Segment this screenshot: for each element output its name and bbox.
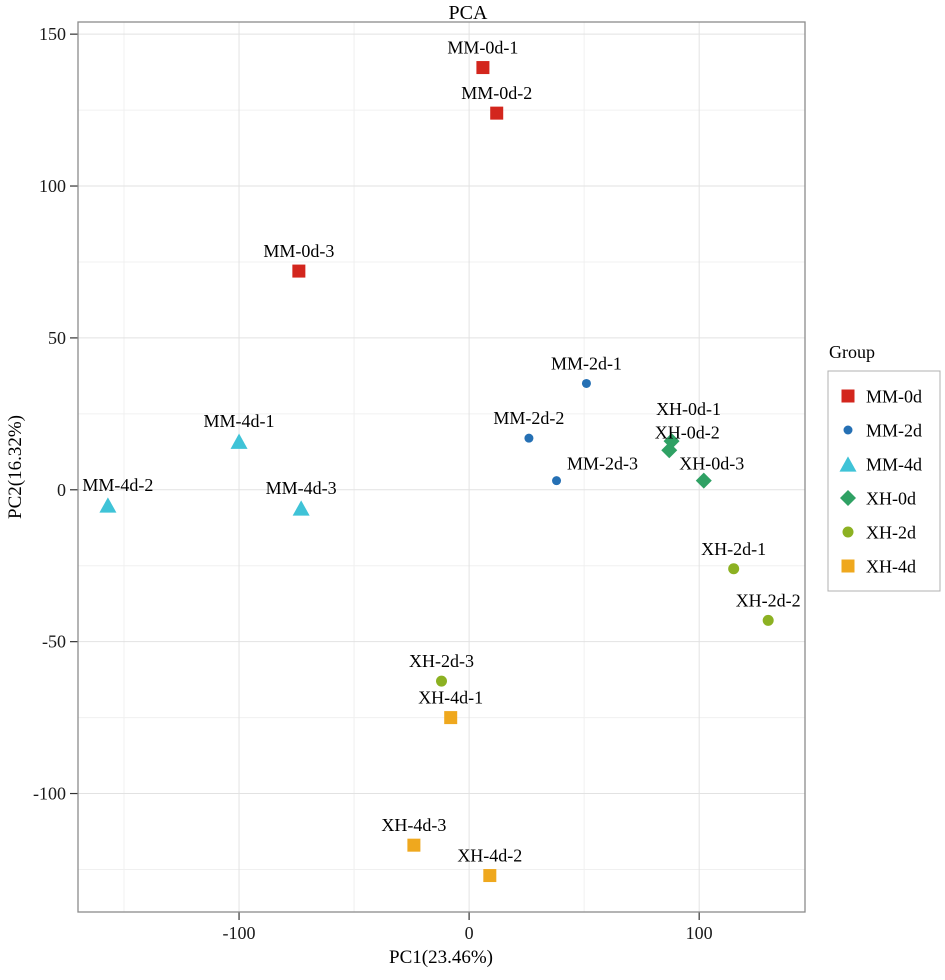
legend-title: Group	[829, 342, 875, 362]
point-XH-0d-3	[695, 472, 712, 489]
y-tick-label: 50	[48, 328, 66, 348]
point-MM-4d-3	[292, 500, 310, 516]
gridlines-minor	[78, 22, 805, 912]
point-label-XH-4d-1: XH-4d-1	[418, 688, 483, 708]
point-XH-2d-1	[728, 563, 740, 575]
legend-label-XH-4d: XH-4d	[866, 557, 916, 577]
point-label-MM-2d-1: MM-2d-1	[551, 353, 622, 373]
y-tick-label: 150	[39, 24, 66, 44]
point-label-MM-0d-1: MM-0d-1	[447, 38, 518, 58]
legend-marker-XH-4d	[841, 559, 855, 573]
legend-label-MM-2d: MM-2d	[866, 421, 922, 441]
legend-label-MM-4d: MM-4d	[866, 455, 922, 475]
data-points-layer: MM-0d-1 MM-0d-2 MM-0d-3 MM-2d-1 MM-2d-2 MM-2d…	[82, 38, 801, 883]
point-label-MM-0d-3: MM-0d-3	[263, 241, 334, 261]
legend-label-XH-0d: XH-0d	[866, 489, 916, 509]
point-label-MM-4d-1: MM-4d-1	[204, 411, 275, 431]
x-tick-label: 100	[686, 923, 713, 943]
point-label-XH-2d-2: XH-2d-2	[736, 590, 801, 610]
y-tick-label: -50	[42, 632, 66, 652]
x-axis-title: PC1(23.46%)	[389, 947, 493, 968]
point-label-XH-2d-1: XH-2d-1	[701, 539, 766, 559]
point-label-MM-2d-3: MM-2d-3	[567, 454, 638, 474]
point-label-XH-0d-3: XH-0d-3	[679, 454, 744, 474]
legend-item-XH-2d: XH-2d	[842, 523, 916, 543]
legend-item-MM-0d: MM-0d	[841, 387, 922, 407]
point-XH-4d-1	[444, 711, 458, 725]
legend-box	[827, 370, 941, 592]
point-label-XH-4d-2: XH-4d-2	[457, 846, 522, 866]
point-XH-4d-2	[483, 869, 497, 883]
point-XH-0d-2	[661, 442, 678, 459]
x-tick-label: -100	[223, 923, 256, 943]
legend-item-MM-4d: MM-4d	[839, 455, 922, 475]
plot-panel-layer: -100 0 100 -100 -50 0 50 100 150	[33, 21, 806, 943]
point-MM-2d-3	[552, 476, 562, 486]
legend: MM-0d MM-2d MM-4d XH-0d XH-2d XH-4d	[827, 370, 941, 592]
point-label-XH-0d-2: XH-0d-2	[655, 422, 720, 442]
point-label-MM-0d-2: MM-0d-2	[461, 83, 532, 103]
legend-item-MM-2d: MM-2d	[843, 421, 922, 441]
point-label-MM-2d-2: MM-2d-2	[493, 408, 564, 428]
panel-border	[77, 21, 806, 913]
axis-ticks: -100 0 100 -100 -50 0 50 100 150	[33, 24, 713, 943]
y-axis-title: PC2(16.32%)	[5, 415, 26, 519]
y-tick-label: 0	[57, 480, 66, 500]
point-MM-0d-2	[490, 106, 504, 120]
point-label-XH-4d-3: XH-4d-3	[381, 815, 446, 835]
point-XH-2d-3	[436, 675, 447, 687]
point-MM-2d-1	[581, 378, 591, 388]
point-label-MM-4d-2: MM-4d-2	[82, 475, 153, 495]
legend-marker-XH-0d	[840, 490, 856, 506]
point-label-XH-2d-3: XH-2d-3	[409, 651, 474, 671]
point-label-XH-0d-1: XH-0d-1	[656, 399, 721, 419]
point-label-MM-4d-3: MM-4d-3	[266, 478, 337, 498]
legend-item-XH-4d: XH-4d	[841, 557, 916, 577]
point-MM-0d-1	[476, 61, 490, 75]
y-tick-label: -100	[33, 784, 66, 804]
point-MM-4d-1	[230, 433, 248, 449]
legend-label-MM-0d: MM-0d	[866, 387, 922, 407]
legend-marker-XH-2d	[842, 526, 854, 538]
x-tick-label: 0	[465, 923, 474, 943]
point-XH-4d-3	[407, 838, 421, 852]
legend-label-XH-2d: XH-2d	[866, 523, 916, 543]
legend-marker-MM-0d	[841, 389, 855, 403]
point-MM-0d-3	[292, 264, 306, 278]
legend-marker-MM-4d	[839, 456, 857, 472]
gridlines-major	[78, 22, 805, 912]
plot-panel	[78, 22, 805, 912]
point-MM-4d-2	[99, 497, 117, 513]
legend-marker-MM-2d	[843, 425, 853, 435]
y-tick-label: 100	[39, 176, 66, 196]
point-MM-2d-2	[524, 433, 534, 443]
chart-title: PCA	[449, 2, 488, 24]
legend-item-XH-0d: XH-0d	[840, 489, 916, 509]
point-XH-2d-2	[762, 614, 774, 626]
